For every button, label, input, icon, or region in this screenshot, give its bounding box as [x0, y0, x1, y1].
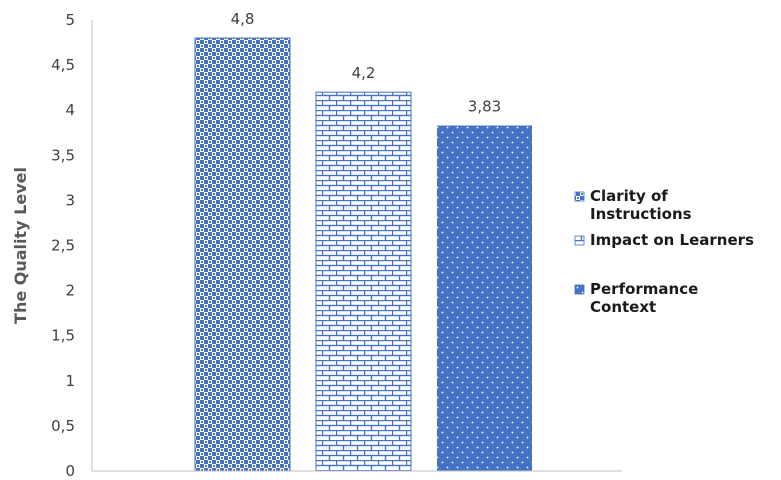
legend-label: Clarity of Instructions: [590, 187, 692, 223]
y-tick-label: 4,5: [51, 56, 75, 74]
y-tick-label: 2: [65, 282, 75, 300]
y-tick-label: 3: [65, 191, 75, 209]
y-tick-label: 2,5: [51, 237, 75, 255]
legend-swatch-dots: [574, 284, 585, 295]
y-axis-label: The Quality Level: [11, 167, 30, 324]
bar-data-label: 3,83: [468, 98, 501, 116]
bars: [194, 37, 532, 472]
y-tick-label: 3,5: [51, 146, 75, 164]
y-tick-label: 0: [65, 462, 75, 480]
bar-dots: [437, 125, 532, 471]
legend: Clarity of Instructions Impact on Learners…: [574, 187, 754, 316]
y-tick-label: 1: [65, 372, 75, 390]
legend-label: Impact on Learners: [590, 231, 754, 249]
bar-check: [194, 37, 291, 472]
y-axis-ticks: 0 0,5 1 1,5 2 2,5 3 3,5 4 4,5 5: [51, 11, 75, 480]
y-tick-label: 0,5: [51, 417, 75, 435]
bar-data-label: 4,2: [352, 64, 376, 82]
legend-swatch-brick: [574, 235, 585, 246]
bar-brick: [315, 91, 412, 472]
bar-data-label: 4,8: [231, 10, 255, 28]
y-tick-label: 4: [65, 101, 75, 119]
y-tick-label: 1,5: [51, 327, 75, 345]
legend-label: Performance Context: [590, 280, 698, 316]
legend-swatch-check: [574, 191, 585, 202]
y-tick-label: 5: [65, 11, 75, 29]
data-labels: 4,8 4,2 3,83: [231, 10, 502, 115]
